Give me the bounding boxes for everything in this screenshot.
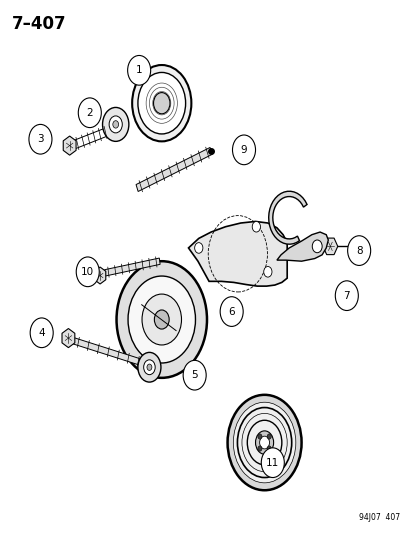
Circle shape — [102, 108, 128, 141]
Circle shape — [233, 402, 295, 483]
Circle shape — [154, 310, 169, 329]
Circle shape — [132, 65, 191, 141]
Polygon shape — [276, 232, 328, 261]
Polygon shape — [104, 258, 160, 276]
Circle shape — [183, 360, 206, 390]
Circle shape — [263, 266, 271, 277]
Circle shape — [76, 257, 99, 287]
Text: 10: 10 — [81, 267, 94, 277]
Polygon shape — [74, 127, 109, 149]
Polygon shape — [136, 148, 211, 191]
Polygon shape — [322, 238, 337, 255]
Circle shape — [147, 364, 152, 370]
Text: 94J07  407: 94J07 407 — [358, 513, 399, 522]
Circle shape — [259, 436, 269, 449]
Circle shape — [266, 434, 271, 439]
Circle shape — [257, 434, 261, 439]
Circle shape — [335, 281, 358, 311]
Circle shape — [128, 276, 195, 363]
Text: 7: 7 — [343, 290, 349, 301]
Circle shape — [227, 395, 301, 490]
Circle shape — [255, 431, 273, 454]
Circle shape — [194, 243, 202, 253]
Circle shape — [153, 93, 170, 114]
Text: 4: 4 — [38, 328, 45, 338]
Circle shape — [257, 446, 261, 451]
Circle shape — [29, 124, 52, 154]
Circle shape — [143, 360, 155, 375]
Circle shape — [138, 72, 185, 134]
Circle shape — [142, 294, 181, 345]
Circle shape — [241, 414, 287, 472]
Text: 11: 11 — [266, 458, 279, 467]
Text: 5: 5 — [191, 370, 197, 380]
Circle shape — [232, 135, 255, 165]
Text: 6: 6 — [228, 306, 235, 317]
Text: 9: 9 — [240, 145, 247, 155]
Circle shape — [78, 98, 101, 127]
Circle shape — [109, 116, 122, 133]
Polygon shape — [73, 337, 143, 366]
Circle shape — [261, 448, 284, 478]
Text: 3: 3 — [37, 134, 44, 144]
Text: 7–407: 7–407 — [12, 14, 66, 33]
Polygon shape — [62, 328, 75, 348]
Circle shape — [252, 221, 260, 232]
Text: 8: 8 — [355, 246, 362, 256]
Text: 1: 1 — [135, 66, 142, 75]
Polygon shape — [63, 136, 76, 155]
Circle shape — [127, 55, 150, 85]
Circle shape — [220, 297, 242, 326]
Circle shape — [247, 420, 281, 465]
Circle shape — [266, 446, 271, 451]
Circle shape — [116, 261, 206, 378]
Circle shape — [113, 120, 118, 128]
Circle shape — [347, 236, 370, 265]
Polygon shape — [188, 221, 287, 286]
Polygon shape — [268, 191, 306, 244]
Circle shape — [237, 408, 291, 478]
Circle shape — [30, 318, 53, 348]
Circle shape — [138, 352, 161, 382]
Circle shape — [311, 240, 321, 253]
Text: 2: 2 — [86, 108, 93, 118]
Polygon shape — [94, 267, 106, 284]
